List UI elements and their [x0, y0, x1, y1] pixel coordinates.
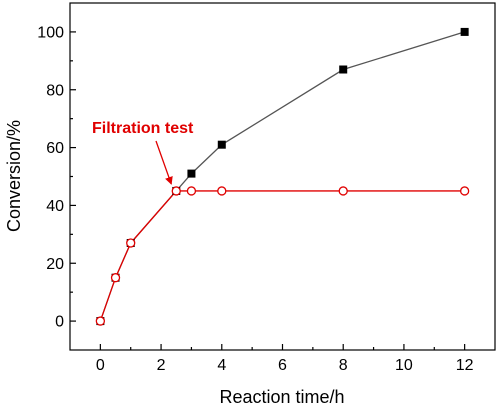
y-axis-title: Conversion/%: [4, 120, 24, 232]
annotation-arrow: [155, 140, 173, 185]
data-point-square: [339, 65, 348, 74]
series-layer: [95, 27, 470, 326]
x-axis-title: Reaction time/h: [219, 387, 344, 407]
data-point-circle: [171, 186, 181, 196]
x-tick-label: 12: [456, 357, 474, 374]
data-point-circle: [217, 186, 227, 196]
data-point-square: [217, 140, 226, 149]
annotation-label: Filtration test: [92, 120, 194, 137]
data-point-square: [460, 27, 469, 36]
series-line-2: [99, 190, 465, 322]
y-axis-ticks: 0 20 40 60 80 100: [37, 24, 76, 331]
data-point-circle: [459, 186, 470, 196]
y-tick-label: 40: [46, 198, 64, 215]
data-point-circle: [95, 316, 106, 326]
y-tick-label: 0: [55, 314, 64, 331]
x-tick-label: 4: [217, 357, 226, 374]
data-point-circle: [126, 238, 136, 248]
data-point-square: [187, 169, 196, 178]
y-tick-label: 20: [46, 256, 64, 273]
data-point-circle: [338, 186, 348, 196]
x-tick-label: 8: [339, 357, 348, 374]
y-tick-label: 60: [46, 140, 64, 157]
y-tick-label: 80: [46, 82, 64, 99]
x-tick-label: 6: [278, 357, 287, 374]
x-tick-label: 10: [395, 357, 413, 374]
plot-frame: [69, 2, 496, 351]
y-tick-label: 100: [37, 24, 64, 41]
data-point-circle: [186, 186, 197, 196]
data-point-circle: [110, 273, 121, 283]
x-tick-label: 2: [157, 357, 166, 374]
x-tick-label: 0: [96, 357, 105, 374]
series-line-1: [99, 31, 465, 322]
x-axis-ticks: 0 2 4 6 8 10 12: [96, 344, 474, 374]
annotation-layer: Filtration test: [92, 120, 194, 185]
